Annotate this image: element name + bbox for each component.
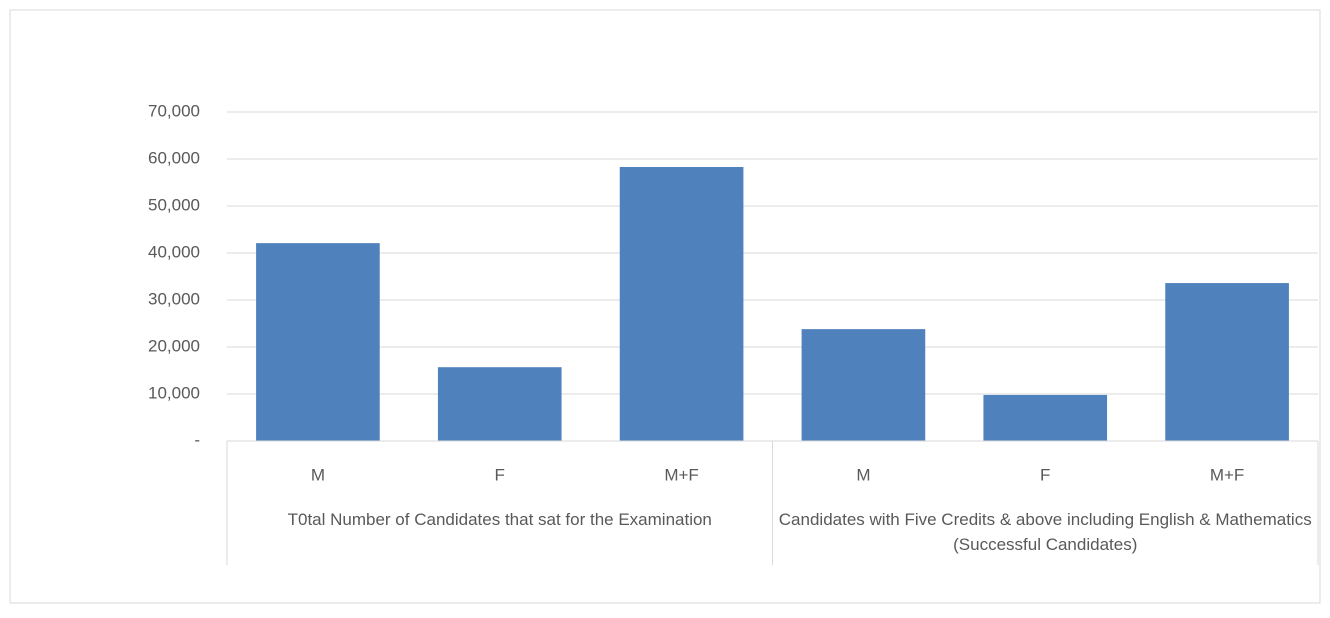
x-tick-label: M xyxy=(311,465,325,484)
y-tick-label: 10,000 xyxy=(148,383,200,402)
y-tick-label: 60,000 xyxy=(148,148,200,167)
group-label-box: T0tal Number of Candidates that sat for … xyxy=(287,510,712,529)
group-label: T0tal Number of Candidates that sat for … xyxy=(287,510,712,529)
y-tick-label: - xyxy=(194,430,200,449)
y-tick-label: 30,000 xyxy=(148,289,200,308)
x-tick-label: M+F xyxy=(1210,465,1244,484)
bar xyxy=(619,166,744,442)
y-tick-label: 70,000 xyxy=(148,101,200,120)
x-tick-label: M xyxy=(856,465,870,484)
bar xyxy=(1165,283,1289,441)
x-tick-label: M+F xyxy=(664,465,698,484)
bar xyxy=(801,329,926,441)
y-tick-label: 40,000 xyxy=(148,242,200,261)
group-label: Candidates with Five Credits & above inc… xyxy=(778,510,1312,554)
bar xyxy=(256,243,380,441)
group-label-box: Candidates with Five Credits & above inc… xyxy=(778,510,1312,554)
y-tick-label: 50,000 xyxy=(148,195,200,214)
bar xyxy=(437,367,562,441)
bar xyxy=(983,394,1108,441)
x-tick-label: F xyxy=(1040,465,1050,484)
x-tick-label: F xyxy=(495,465,505,484)
y-tick-label: 20,000 xyxy=(148,336,200,355)
